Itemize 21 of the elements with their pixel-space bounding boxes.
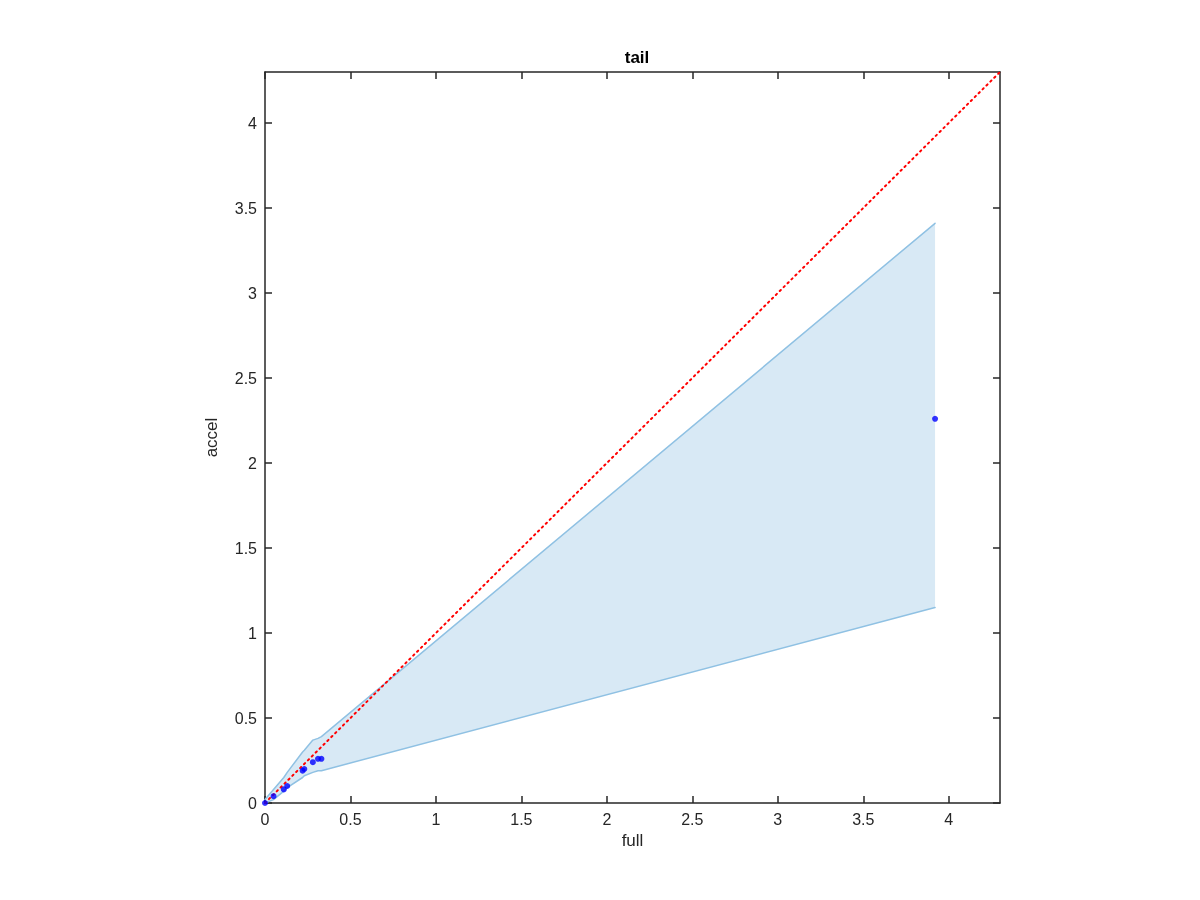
chart-title: tail — [624, 48, 650, 67]
y-tick-label: 4 — [248, 114, 258, 132]
x-tick-label: 4 — [944, 810, 954, 828]
y-tick-label: 0.5 — [234, 709, 258, 727]
x-tick-label: 2.5 — [681, 810, 704, 828]
y-tick-label: 3.5 — [234, 199, 258, 217]
x-tick-label: 3 — [773, 810, 783, 828]
y-tick-label: 1 — [248, 624, 258, 642]
y-tick-label: 0 — [248, 794, 258, 812]
x-axis-title: full — [621, 830, 644, 850]
y-axis-title: accel — [202, 417, 221, 458]
x-tick-label: 1.5 — [510, 810, 533, 828]
y-tick-label: 2.5 — [234, 369, 258, 387]
x-tick-label: 0.5 — [339, 810, 362, 828]
x-tick-label: 3.5 — [852, 810, 875, 828]
x-tick-label: 2 — [602, 810, 612, 828]
y-tick-label: 1.5 — [234, 539, 258, 557]
y-tick-label: 3 — [248, 284, 258, 302]
y-tick-label: 2 — [248, 454, 258, 472]
x-tick-label: 1 — [431, 810, 441, 828]
x-tick-label: 0 — [260, 810, 270, 828]
